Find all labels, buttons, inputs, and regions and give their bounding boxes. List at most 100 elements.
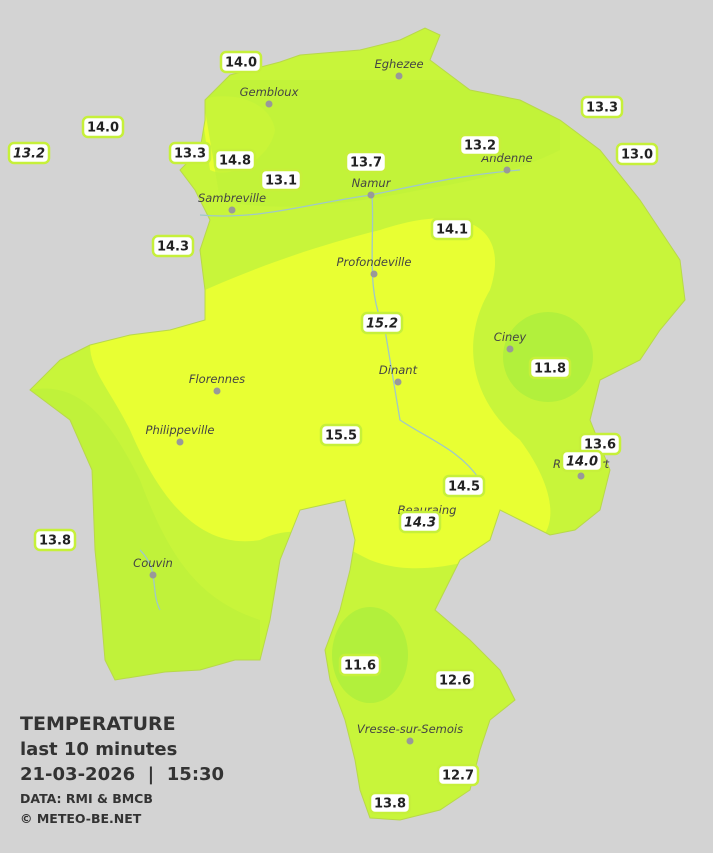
station-value: 13.8	[374, 797, 406, 812]
town-label: Gembloux	[240, 85, 299, 99]
station-value: 15.2	[366, 317, 398, 332]
town-label: Namur	[352, 176, 392, 190]
station-value: 13.3	[586, 101, 618, 116]
station-box	[430, 217, 474, 241]
station: 13.8	[33, 528, 77, 552]
town-label: Ciney	[494, 330, 527, 344]
station-box	[442, 474, 486, 498]
station: 13.7	[344, 150, 388, 174]
station: 15.5	[319, 423, 363, 447]
station-value: 13.1	[265, 174, 297, 189]
town-dot	[149, 571, 157, 579]
station: 14.8	[213, 148, 257, 172]
station-box	[368, 791, 412, 815]
station-box	[560, 449, 604, 473]
station-box	[81, 115, 125, 139]
station: 12.7	[436, 763, 480, 787]
station: 14.5	[442, 474, 486, 498]
station-value: 14.8	[219, 154, 251, 169]
legend-title: TEMPERATURE	[20, 713, 176, 735]
station-value: 14.3	[157, 240, 189, 255]
town-label: Couvin	[133, 556, 173, 570]
station: 14.3	[398, 510, 442, 534]
province-border	[29, 27, 686, 821]
station: 14.0	[219, 50, 263, 74]
town-dot	[577, 472, 585, 480]
station: 13.3	[580, 95, 624, 119]
station: 11.8	[528, 356, 572, 380]
station: 14.0	[81, 115, 125, 139]
town-dot	[503, 166, 511, 174]
legend: TEMPERATURE last 10 minutes 21-03-2026 |…	[20, 713, 224, 826]
town-label: Dinant	[379, 363, 418, 377]
station-box	[213, 148, 257, 172]
town-dot	[228, 206, 236, 214]
station-box	[33, 528, 77, 552]
station-box	[319, 423, 363, 447]
town-dot	[394, 378, 402, 386]
station: 13.1	[259, 168, 303, 192]
legend-copyright: © METEO-BE.NET	[20, 811, 142, 826]
station: 13.0	[615, 142, 659, 166]
station-box	[433, 668, 477, 692]
station-value: 14.0	[566, 455, 598, 470]
station: 14.1	[430, 217, 474, 241]
station-box	[7, 141, 51, 165]
station-value: 13.6	[584, 438, 616, 453]
station-box	[151, 234, 195, 258]
station-value: 13.2	[464, 139, 496, 154]
station: 14.0	[560, 449, 604, 473]
station-value: 14.0	[225, 56, 257, 71]
station-value: 14.3	[404, 516, 436, 531]
station-value: 13.8	[39, 534, 71, 549]
station-value: 13.0	[621, 148, 653, 163]
station: 11.6	[338, 653, 382, 677]
station: 13.8	[368, 791, 412, 815]
town-label: Vresse-sur-Semois	[357, 722, 463, 736]
town-dot	[367, 191, 375, 199]
station-box	[436, 763, 480, 787]
station: 15.2	[360, 311, 404, 335]
station-box	[615, 142, 659, 166]
station-value: 15.5	[325, 429, 357, 444]
station-box	[360, 311, 404, 335]
station-value: 12.6	[439, 674, 471, 689]
station-box	[580, 95, 624, 119]
town-dot	[265, 100, 273, 108]
station-value: 14.1	[436, 223, 468, 238]
station: 14.3	[151, 234, 195, 258]
station-box	[168, 141, 212, 165]
station-value: 14.5	[448, 480, 480, 495]
station-box	[398, 510, 442, 534]
station-box	[458, 133, 502, 157]
town-dot	[406, 737, 414, 745]
town-label: Florennes	[189, 372, 245, 386]
town-label: Eghezee	[374, 57, 423, 71]
station-box	[219, 50, 263, 74]
legend-source: DATA: RMI & BMCB	[20, 791, 153, 806]
station-value: 13.3	[174, 147, 206, 162]
town-dot	[176, 438, 184, 446]
station-value: 13.2	[13, 147, 45, 162]
station-box	[259, 168, 303, 192]
station-box	[338, 653, 382, 677]
station-value: 12.7	[442, 769, 474, 784]
station-value: 13.7	[350, 156, 382, 171]
station: 13.2	[7, 141, 51, 165]
legend-time: 21-03-2026 | 15:30	[20, 764, 224, 785]
station-box	[528, 356, 572, 380]
station-value: 11.8	[534, 362, 566, 377]
legend-subtitle: last 10 minutes	[20, 739, 177, 760]
station: 13.3	[168, 141, 212, 165]
town-dot	[370, 270, 378, 278]
town-label: Philippeville	[146, 423, 215, 437]
town-dot	[395, 72, 403, 80]
town-dot	[506, 345, 514, 353]
station-value: 14.0	[87, 121, 119, 136]
town-label: Profondeville	[337, 255, 412, 269]
station: 12.6	[433, 668, 477, 692]
station: 13.2	[458, 133, 502, 157]
station-box	[344, 150, 388, 174]
town-dot	[213, 387, 221, 395]
